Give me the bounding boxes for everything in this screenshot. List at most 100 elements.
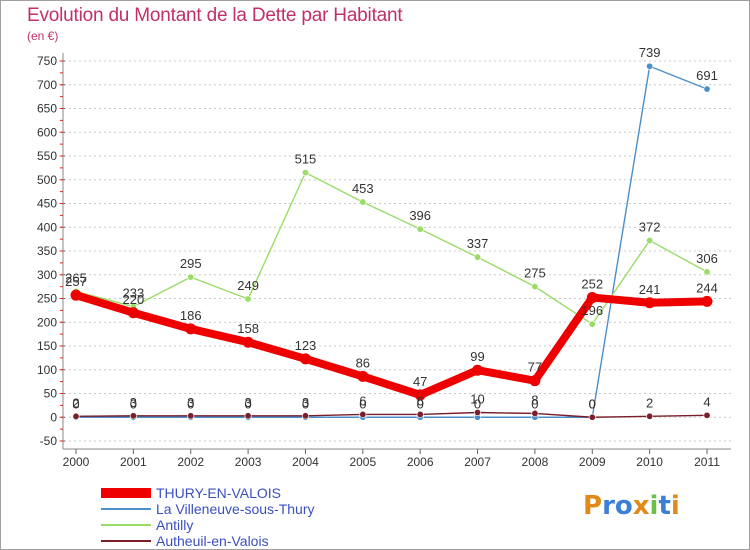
x-tick-label: 2000 (63, 455, 90, 469)
data-point (703, 268, 711, 276)
data-label: 123 (295, 338, 317, 353)
x-tick-label: 2005 (349, 455, 376, 469)
logo-letter: P (583, 491, 603, 521)
data-label: 158 (237, 321, 259, 336)
y-tick-label: 600 (37, 125, 57, 139)
data-label: 0 (589, 396, 596, 411)
series-line (75, 171, 708, 325)
legend-label: Autheuil-en-Valois (156, 533, 269, 549)
data-point (414, 389, 426, 401)
legend-swatch (101, 524, 151, 526)
data-label: 0 (72, 396, 79, 411)
data-label: 295 (180, 256, 202, 271)
x-tick-label: 2003 (235, 455, 262, 469)
x-tick-label: 2001 (120, 455, 147, 469)
data-point (70, 289, 82, 301)
y-tick-label: 200 (37, 315, 57, 329)
data-label: 0 (589, 396, 596, 411)
logo-letter: o (614, 491, 633, 521)
data-point (474, 408, 482, 416)
data-label: 47 (413, 374, 427, 389)
data-point (357, 370, 369, 382)
data-label: 6 (359, 393, 366, 408)
data-point (701, 295, 713, 307)
data-point (359, 410, 367, 418)
y-tick-label: 350 (37, 244, 57, 258)
data-label: 4 (703, 394, 710, 409)
x-tick-label: 2010 (636, 455, 663, 469)
data-point (127, 307, 139, 319)
data-point (242, 336, 254, 348)
data-point (703, 85, 711, 93)
data-point (531, 283, 539, 291)
data-point (185, 323, 197, 335)
x-tick-label: 2004 (292, 455, 319, 469)
y-tick-label: 50 (44, 387, 58, 401)
legend-swatch (101, 488, 151, 498)
data-label: 453 (352, 181, 374, 196)
y-tick-label: 300 (37, 268, 57, 282)
data-label: 3 (302, 395, 309, 410)
data-label: 515 (295, 152, 317, 167)
x-tick-label: 2009 (579, 455, 606, 469)
data-label: 0 (302, 396, 309, 411)
data-point (474, 253, 482, 261)
data-label: 196 (581, 303, 603, 318)
y-tick-label: 150 (37, 339, 57, 353)
data-point (359, 198, 367, 206)
x-tick-label: 2008 (522, 455, 549, 469)
data-label: 99 (470, 349, 484, 364)
data-point (646, 412, 654, 420)
y-tick-label: 0 (50, 410, 57, 424)
data-label: 233 (123, 286, 145, 301)
series-line (75, 65, 708, 418)
data-point (529, 375, 541, 387)
data-label: 2 (72, 395, 79, 410)
data-label: 6 (417, 393, 424, 408)
data-point (646, 62, 654, 70)
data-label: 77 (528, 360, 542, 375)
data-label: 3 (187, 395, 194, 410)
y-tick-label: 700 (37, 78, 57, 92)
data-label: 0 (359, 396, 366, 411)
y-tick-label: 450 (37, 197, 57, 211)
data-label: 249 (237, 278, 259, 293)
data-label: 739 (639, 45, 661, 60)
data-label: 86 (356, 355, 370, 370)
x-tick-label: 2011 (694, 455, 720, 469)
data-label: 306 (696, 251, 718, 266)
chart-title: Evolution du Montant de la Dette par Hab… (27, 5, 403, 26)
data-point (301, 169, 309, 177)
data-label: 3 (130, 395, 137, 410)
data-label: 0 (417, 396, 424, 411)
x-tick-label: 2002 (177, 455, 204, 469)
legend-swatch (101, 540, 151, 542)
data-point (588, 320, 596, 328)
data-point (244, 412, 252, 420)
data-label: 3 (244, 395, 251, 410)
logo-letter: i (670, 491, 680, 521)
data-label: 691 (696, 68, 718, 83)
logo-letter: x (632, 491, 650, 521)
chart-subtitle: (en €) (27, 29, 59, 43)
data-point (586, 292, 598, 304)
legend-label: THURY-EN-VALOIS (156, 485, 281, 501)
y-tick-label: 650 (37, 102, 57, 116)
y-tick-label: -50 (40, 434, 58, 448)
data-label: 8 (531, 392, 538, 407)
data-label: 257 (65, 274, 87, 289)
logo-letter: t (658, 491, 671, 521)
data-label: 241 (639, 282, 661, 297)
data-point (129, 412, 137, 420)
proxiti-logo: Proxiti (583, 491, 680, 521)
data-label: 337 (467, 236, 489, 251)
data-label: 220 (123, 292, 145, 307)
data-point (301, 412, 309, 420)
data-label: 0 (244, 396, 251, 411)
legend-label: La Villeneuve-sous-Thury (156, 501, 315, 517)
y-tick-label: 250 (37, 292, 57, 306)
data-label: 252 (581, 277, 603, 292)
data-point (646, 237, 654, 245)
x-tick-label: 2006 (407, 455, 434, 469)
